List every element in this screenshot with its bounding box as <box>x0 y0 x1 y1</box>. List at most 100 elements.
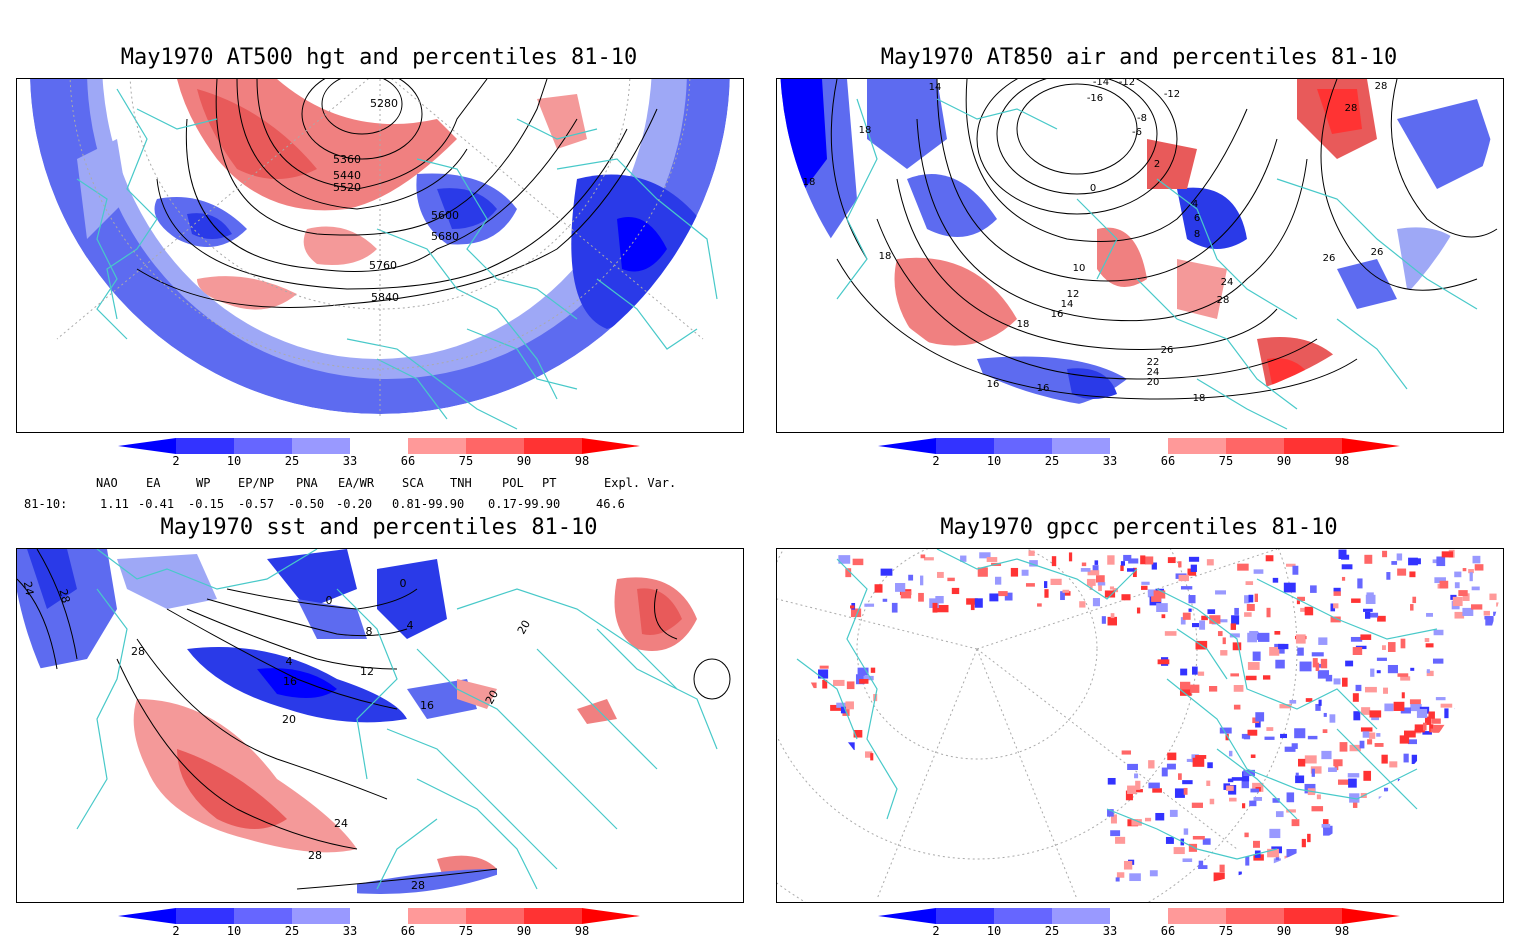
colorbar-label: 90 <box>516 454 532 468</box>
precip-cell <box>1109 586 1115 590</box>
precip-cell <box>1253 569 1264 574</box>
precip-cell <box>1152 788 1162 793</box>
precip-cell <box>1274 871 1283 879</box>
precip-cell <box>1188 556 1200 562</box>
index-header-epnp: EP/NP <box>238 476 275 490</box>
precip-cell <box>1279 704 1292 709</box>
contour-label: 16 <box>987 379 1000 390</box>
precip-cell <box>1129 873 1141 882</box>
precip-cell <box>1381 645 1386 650</box>
precip-cell <box>1400 676 1411 681</box>
contour-label: 4 <box>1192 199 1198 210</box>
precip-cell <box>1295 775 1305 784</box>
precip-cell <box>1431 790 1444 800</box>
index-value-wp: -0.15 <box>188 497 225 511</box>
precip-cell <box>1295 634 1306 644</box>
precip-cell <box>1297 862 1302 870</box>
precip-cell <box>1484 615 1494 620</box>
precip-cell <box>1155 812 1165 821</box>
precip-cell <box>1192 757 1205 767</box>
precip-cell <box>1454 611 1465 619</box>
precip-cell <box>1335 844 1346 853</box>
precip-cell <box>829 776 837 782</box>
precip-cell <box>1453 727 1464 731</box>
precip-cell <box>1207 762 1213 769</box>
precip-cell <box>1255 712 1265 722</box>
precip-cell <box>1149 870 1158 877</box>
precip-cell <box>937 604 949 613</box>
precip-cell <box>1195 755 1207 759</box>
precip-cell <box>1247 662 1260 670</box>
precip-cell <box>1360 727 1373 732</box>
precip-cell <box>1275 811 1284 818</box>
precip-cell <box>1472 555 1481 564</box>
precip-cell <box>986 557 998 562</box>
precip-cell <box>1246 603 1255 611</box>
precip-cell <box>1148 760 1155 769</box>
precip-cell <box>865 751 873 758</box>
colorbar-label: 66 <box>400 454 416 468</box>
precip-cell <box>1255 720 1261 728</box>
precip-cell <box>859 678 869 684</box>
contour-label: -6 <box>1132 127 1142 138</box>
precip-cell <box>895 583 906 592</box>
precip-cell <box>1377 615 1386 622</box>
precip-cell <box>979 552 991 559</box>
precip-cell <box>1244 832 1249 838</box>
precip-cell <box>1107 555 1115 565</box>
index-header-pt: PT <box>542 476 557 490</box>
precip-cell <box>1430 806 1434 812</box>
precip-cell <box>1264 736 1275 740</box>
precip-cell <box>1424 716 1432 725</box>
precip-cell <box>1213 872 1225 883</box>
precip-cell <box>1360 634 1372 640</box>
precip-cell <box>1409 571 1416 578</box>
precip-cell <box>1412 596 1417 604</box>
contour-label: 12 <box>1067 289 1080 300</box>
precip-cell <box>1435 748 1444 753</box>
precip-cell <box>1439 580 1449 589</box>
precip-cell <box>1440 703 1453 708</box>
precip-cell <box>1447 769 1452 779</box>
precip-cell <box>1421 786 1432 792</box>
precip-cell <box>1331 850 1342 860</box>
precip-cell <box>845 568 852 578</box>
precip-cell <box>1370 668 1375 677</box>
precip-cell <box>1222 637 1226 645</box>
precip-cell <box>1297 873 1301 878</box>
precip-cell <box>853 729 863 738</box>
precip-cell <box>1180 617 1186 625</box>
precip-cell <box>1382 550 1388 558</box>
precip-cell <box>1454 571 1462 578</box>
colorbar-label: 33 <box>1102 454 1118 468</box>
precip-cell <box>1310 766 1322 774</box>
precip-cell <box>1209 798 1215 805</box>
precip-cell <box>845 701 854 710</box>
precip-cell <box>1410 604 1414 611</box>
precip-cell <box>1245 675 1257 681</box>
contour-label: 5360 <box>333 153 361 166</box>
precip-cell <box>1384 703 1394 712</box>
precip-cell <box>1364 686 1377 693</box>
contour-label: 5280 <box>370 97 398 110</box>
precip-cell <box>1156 603 1168 612</box>
precip-cell <box>1169 809 1178 817</box>
precip-cell <box>1318 637 1328 645</box>
precip-cell <box>1191 802 1203 808</box>
precip-cell <box>1128 558 1139 564</box>
index-header-sca: SCA <box>402 476 424 490</box>
precip-cell <box>1399 786 1408 790</box>
precip-cell <box>1397 779 1403 789</box>
precip-cell <box>1037 603 1042 607</box>
precip-cell <box>850 608 862 618</box>
precip-cell <box>1323 712 1327 717</box>
precip-cell <box>1238 871 1242 879</box>
precip-cell <box>1144 556 1154 565</box>
precip-cell <box>1147 589 1156 598</box>
precip-cell <box>1228 750 1233 757</box>
precip-cell <box>1426 670 1434 677</box>
precip-cell <box>1226 785 1234 791</box>
precip-cell <box>1180 668 1188 676</box>
colorbar-label: 25 <box>284 924 300 938</box>
precip-cell <box>1161 767 1168 777</box>
